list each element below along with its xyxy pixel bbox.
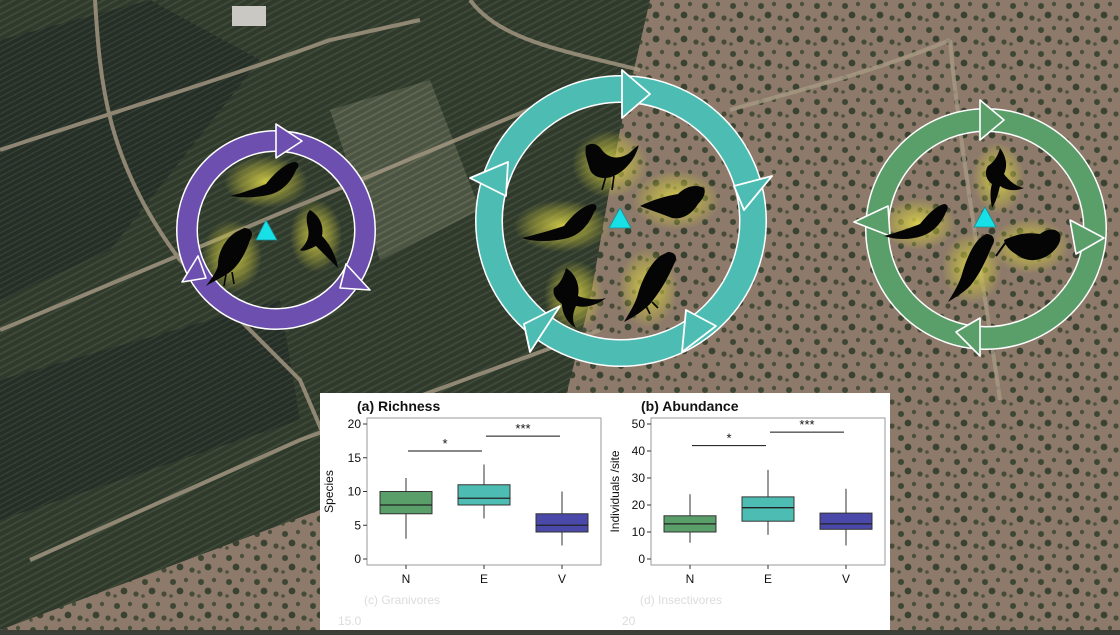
y-tick-label: 0	[354, 552, 361, 566]
swallow-icon	[985, 148, 1024, 208]
y-tick-label: 40	[632, 444, 646, 458]
x-tick-label: V	[842, 572, 850, 586]
triangle-marker-icon	[255, 219, 278, 241]
chart-title: (a) Richness	[357, 398, 440, 414]
dove-icon	[522, 204, 597, 241]
significance-label: ***	[515, 421, 530, 436]
cutoff-tick-left: 15.0	[338, 614, 362, 628]
bird-silhouettes	[206, 143, 1061, 328]
blackbird-icon	[948, 234, 994, 302]
swallow-icon	[300, 210, 338, 268]
x-tick-label: E	[480, 572, 488, 586]
dove-icon	[884, 204, 948, 239]
thrush-icon	[585, 143, 639, 191]
native-circle	[853, 99, 1107, 357]
dove-icon	[230, 162, 299, 198]
y-tick-label: 0	[638, 552, 645, 566]
x-tick-label: V	[558, 572, 566, 586]
y-tick-label: 20	[348, 417, 362, 431]
finch-icon	[995, 229, 1061, 261]
y-tick-label: 20	[632, 498, 646, 512]
significance-label: *	[442, 436, 447, 451]
x-tick-label: N	[402, 572, 411, 586]
y-tick-label: 10	[632, 525, 646, 539]
cycle-arrows-icon	[853, 99, 1105, 357]
y-tick-label: 50	[632, 417, 646, 431]
cutoff-tick-right: 20	[622, 614, 636, 628]
box-V	[535, 513, 589, 533]
box-E	[457, 484, 511, 506]
box-V	[819, 512, 873, 530]
y-tick-label: 5	[354, 518, 361, 532]
blackbird-icon	[206, 228, 252, 287]
cutoff-title-left: (c) Granivores	[364, 593, 440, 607]
y-tick-label: 10	[348, 485, 362, 499]
triangle-marker-icon	[973, 206, 997, 228]
box-N	[379, 491, 433, 515]
point-count-markers	[255, 206, 997, 241]
edge-circle	[469, 69, 773, 367]
swallow-icon	[553, 268, 606, 328]
y-axis-label: Individuals /site	[608, 450, 622, 532]
cycle-arrows-icon	[469, 69, 773, 353]
abundance-chart: (b) Abundance Individuals /site 0 10 20 30 40 5…	[608, 398, 886, 586]
box-E	[741, 496, 795, 522]
x-tick-label: E	[764, 572, 772, 586]
vineyard-circle	[176, 123, 376, 330]
significance-label: *	[726, 431, 731, 446]
y-tick-label: 15	[348, 451, 362, 465]
y-axis-label: Species	[322, 470, 336, 513]
chart-panel: (a) Richness Species 0 5 10 15 20 N E V * *** (b) A…	[320, 393, 890, 630]
cycle-arrows-icon	[181, 123, 371, 291]
finch-icon	[640, 186, 705, 219]
triangle-marker-icon	[608, 207, 632, 229]
cutoff-title-right: (d) Insectivores	[640, 593, 722, 607]
x-tick-label: N	[686, 572, 695, 586]
chart-title: (b) Abundance	[641, 398, 739, 414]
significance-label: ***	[799, 417, 814, 432]
y-tick-label: 30	[632, 471, 646, 485]
blackbird-icon	[624, 252, 676, 322]
